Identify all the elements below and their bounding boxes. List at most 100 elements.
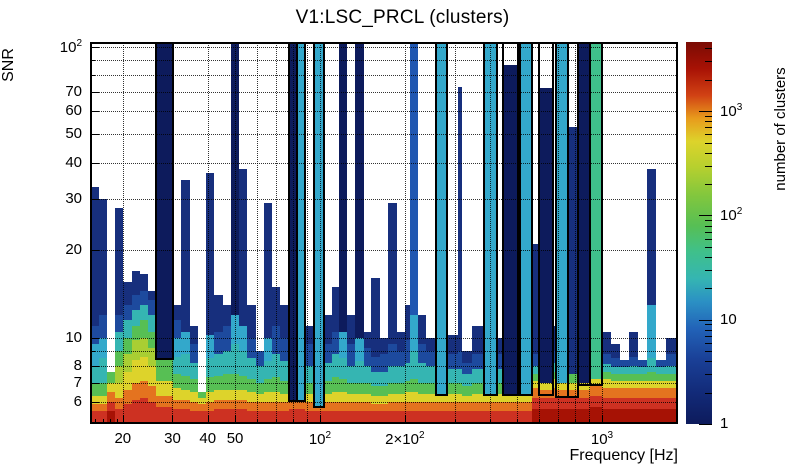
heatmap-cell <box>172 356 182 375</box>
colorbar-minor-tick <box>705 342 712 344</box>
heatmap-cell <box>665 408 678 424</box>
heatmap-cell <box>610 380 621 389</box>
heatmap-cell <box>446 382 458 395</box>
heatmap-cell <box>99 358 108 383</box>
heatmap-cell <box>297 408 306 424</box>
heatmap-cell <box>90 396 100 405</box>
heatmap-cell <box>230 400 240 409</box>
heatmap-cell <box>99 337 108 359</box>
heatmap-cell <box>247 410 256 424</box>
heatmap-cell <box>313 410 324 424</box>
heatmap-cell <box>347 410 355 424</box>
heatmap-cell <box>222 408 231 424</box>
heatmap-cell <box>181 408 190 424</box>
heatmap-cell <box>347 394 355 403</box>
veto-box <box>312 42 325 408</box>
heatmap-cell <box>90 186 100 326</box>
heatmap-cell <box>519 396 533 403</box>
heatmap-cell <box>647 380 657 389</box>
heatmap-cell <box>556 398 569 409</box>
heatmap-cell <box>610 398 621 409</box>
heatmap-cell <box>222 374 231 391</box>
y-axis-tick <box>90 198 99 200</box>
heatmap-cell <box>107 392 116 403</box>
heatmap-cell <box>620 398 630 409</box>
colorbar-minor-tick <box>705 225 712 227</box>
x-axis-minor-tick <box>116 419 118 424</box>
heatmap-cell <box>206 410 215 424</box>
heatmap-cell <box>425 351 437 366</box>
heatmap-cell <box>396 402 405 411</box>
colorbar-minor-tick <box>705 269 712 271</box>
heatmap-cell <box>214 353 223 376</box>
colorbar-minor-tick <box>705 246 712 248</box>
heatmap-cell <box>409 314 418 352</box>
y-axis-tick <box>90 91 99 93</box>
heatmap-cell <box>396 365 405 383</box>
gridline-x <box>454 42 456 424</box>
heatmap-cell <box>323 362 332 381</box>
heatmap-cell <box>230 408 240 424</box>
heatmap-cell <box>568 398 578 409</box>
heatmap-cell <box>239 400 248 409</box>
y-axis-tick <box>90 402 99 404</box>
colorbar-title: number of clusters <box>772 67 789 191</box>
heatmap-cell <box>297 42 306 403</box>
heatmap-cell <box>457 382 462 395</box>
heatmap-cell <box>139 398 149 424</box>
heatmap-cell <box>552 362 557 373</box>
heatmap-cell <box>532 374 540 381</box>
heatmap-cell <box>371 386 380 397</box>
heatmap-cell <box>404 402 410 411</box>
heatmap-cell <box>457 402 462 411</box>
heatmap-cell <box>197 404 207 411</box>
heatmap-cell <box>280 361 289 381</box>
heatmap-cell <box>496 369 503 383</box>
heatmap-cell <box>610 367 621 375</box>
heatmap-cell <box>638 408 648 424</box>
heatmap-cell <box>610 374 621 381</box>
heatmap-cell <box>139 320 149 338</box>
heatmap-cell <box>172 408 182 424</box>
heatmap-cell <box>247 402 256 411</box>
colorbar-minor-tick <box>705 361 712 363</box>
heatmap-cell <box>425 402 437 411</box>
heatmap-cell <box>115 398 124 409</box>
heatmap-cell <box>90 404 100 411</box>
heatmap-cell <box>379 396 389 405</box>
gridline-x <box>574 42 576 424</box>
heatmap-cell <box>404 392 410 403</box>
heatmap-cell <box>339 379 348 393</box>
heatmap-cell <box>280 337 289 362</box>
heatmap-cell <box>496 402 503 411</box>
heatmap-cell <box>647 388 657 399</box>
heatmap-cell <box>446 402 458 411</box>
heatmap-cell <box>347 365 355 383</box>
y-tick-label: 102 <box>59 37 82 56</box>
heatmap-cell <box>115 207 124 315</box>
heatmap-cell <box>123 404 132 424</box>
veto-box <box>296 42 307 403</box>
y-axis-tick <box>90 382 99 384</box>
heatmap-cell <box>131 359 140 383</box>
gridline-y <box>90 75 678 77</box>
heatmap-cell <box>139 274 149 291</box>
gridline-x <box>122 42 124 424</box>
heatmap-cell <box>99 404 108 411</box>
heatmap-cell <box>552 388 557 399</box>
colorbar-tick <box>699 319 712 321</box>
heatmap-cell <box>131 400 140 424</box>
heatmap-cell <box>247 379 256 393</box>
heatmap-cell <box>206 377 215 393</box>
heatmap-cell <box>263 379 273 393</box>
heatmap-cell <box>189 325 198 345</box>
heatmap-cell <box>230 374 240 391</box>
x-axis-minor-tick <box>539 419 541 424</box>
gridline-y <box>90 402 678 404</box>
colorbar-minor-tick <box>705 61 712 63</box>
heatmap-cell <box>539 382 553 391</box>
heatmap-cell <box>339 331 348 359</box>
colorbar <box>686 42 712 425</box>
heatmap-cell <box>255 365 264 383</box>
heatmap-cell <box>665 380 678 389</box>
